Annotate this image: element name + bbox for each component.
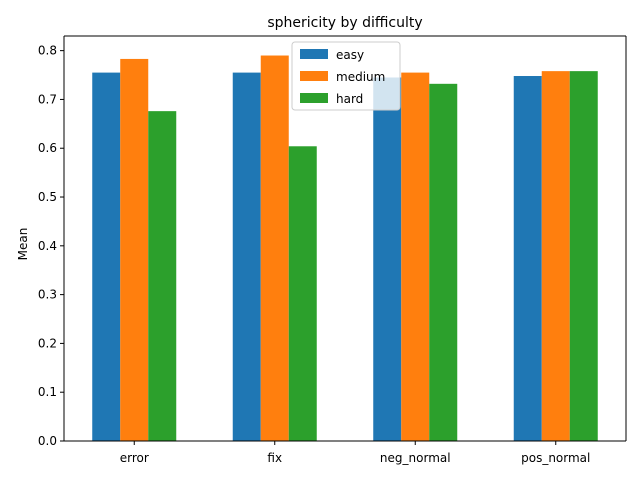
bar-easy-neg_normal	[373, 77, 402, 442]
chart-title: sphericity by difficulty	[267, 15, 422, 31]
legend-label-easy: easy	[336, 48, 364, 62]
x-tick-label-pos_normal: pos_normal	[521, 451, 590, 465]
bar-hard-error	[148, 111, 177, 441]
y-tick-label: 0.4	[38, 239, 57, 253]
y-tick-label: 0.2	[38, 336, 57, 350]
bar-medium-error	[120, 58, 149, 441]
bar-easy-pos_normal	[513, 76, 542, 441]
legend-swatch-easy	[300, 49, 328, 59]
bar-easy-fix	[232, 72, 261, 442]
y-tick-label: 0.5	[38, 190, 57, 204]
y-tick-label: 0.7	[38, 92, 57, 106]
bar-easy-error	[92, 72, 121, 442]
bar-hard-fix	[288, 146, 317, 442]
legend-swatch-hard	[300, 93, 328, 103]
bar-hard-neg_normal	[429, 83, 458, 441]
bar-medium-neg_normal	[401, 72, 430, 442]
bar-medium-fix	[260, 55, 289, 442]
legend-swatch-medium	[300, 71, 328, 81]
legend: easy medium hard	[291, 41, 401, 111]
y-tick-label: 0.8	[38, 44, 57, 58]
bar-medium-pos_normal	[541, 71, 570, 441]
y-axis-label: Mean	[16, 228, 30, 261]
y-tick-label: 0.6	[38, 141, 57, 155]
legend-label-hard: hard	[336, 92, 363, 106]
plot-area: 0.0 0.1 0.2 0.3 0.4 0.5 0.6 0.7 0.8 error fix neg_n…	[38, 35, 627, 465]
x-tick-label-neg_normal: neg_normal	[380, 451, 451, 465]
y-tick-label: 0.3	[38, 288, 57, 302]
y-tick-label: 0.0	[38, 434, 57, 448]
y-tick-label: 0.1	[38, 385, 57, 399]
bar-hard-pos_normal	[569, 71, 598, 441]
x-tick-label-error: error	[120, 451, 149, 465]
legend-label-medium: medium	[336, 70, 385, 84]
x-tick-label-fix: fix	[267, 451, 282, 465]
